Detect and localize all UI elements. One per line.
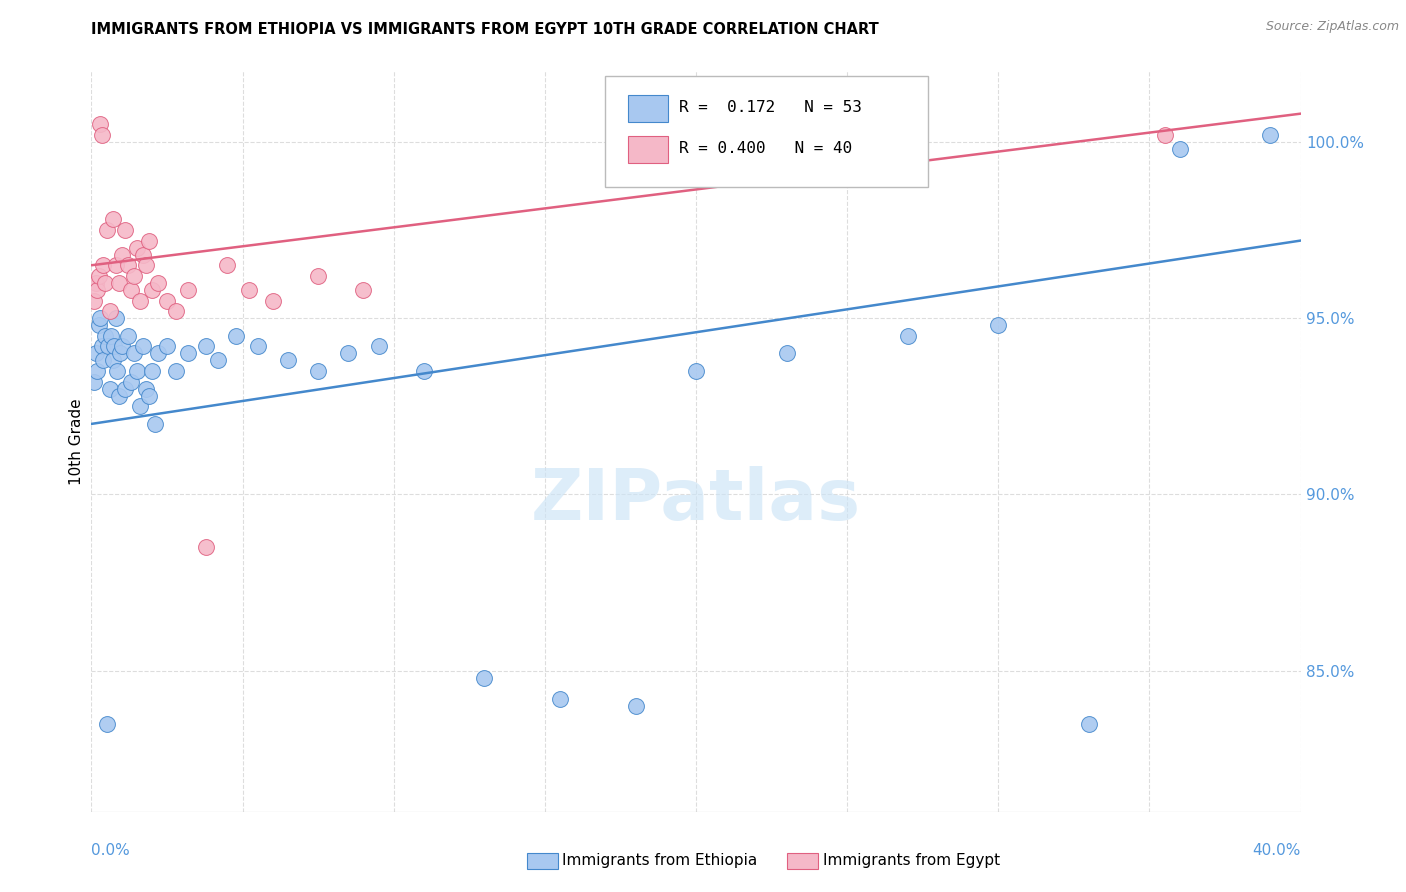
Point <box>97 339 120 353</box>
Point <box>107 389 129 403</box>
Point <box>87 318 110 333</box>
Point <box>337 346 360 360</box>
Text: Immigrants from Egypt: Immigrants from Egypt <box>823 854 1000 868</box>
Point <box>156 293 179 308</box>
Point <box>1153 128 1175 142</box>
Point <box>101 212 124 227</box>
Point <box>108 346 131 360</box>
Text: ZIPatlas: ZIPatlas <box>531 467 860 535</box>
Point <box>138 234 160 248</box>
Point <box>103 339 125 353</box>
Point <box>195 339 218 353</box>
Point <box>117 328 139 343</box>
Point <box>1260 128 1282 142</box>
Point <box>217 258 239 272</box>
Point <box>165 304 187 318</box>
Point <box>307 268 329 283</box>
Point <box>132 248 155 262</box>
Point <box>132 339 155 353</box>
Text: R =  0.172   N = 53: R = 0.172 N = 53 <box>679 100 862 114</box>
Point <box>238 283 260 297</box>
Point <box>84 276 107 290</box>
Point <box>104 311 127 326</box>
Point <box>177 346 200 360</box>
Point <box>225 328 247 343</box>
Point <box>776 346 799 360</box>
Point <box>111 248 132 262</box>
Point <box>472 671 495 685</box>
Point <box>195 541 218 555</box>
Point <box>96 223 118 237</box>
Point <box>624 698 647 713</box>
Point <box>100 328 122 343</box>
Point <box>135 258 157 272</box>
Point <box>146 346 169 360</box>
Point <box>114 382 136 396</box>
Point <box>89 311 111 326</box>
Point <box>98 382 121 396</box>
Point <box>93 258 115 272</box>
Point <box>141 283 163 297</box>
Point <box>987 318 1010 333</box>
Point <box>96 716 118 731</box>
Point <box>413 364 436 378</box>
Point <box>114 223 136 237</box>
Point <box>84 346 107 360</box>
Point <box>86 283 108 297</box>
Text: 0.0%: 0.0% <box>91 843 131 858</box>
Point <box>98 304 121 318</box>
Point <box>87 268 110 283</box>
Point <box>138 389 160 403</box>
Point <box>1078 716 1101 731</box>
Point <box>125 364 148 378</box>
Point <box>122 346 145 360</box>
Text: R = 0.400   N = 40: R = 0.400 N = 40 <box>679 142 852 156</box>
Point <box>897 328 920 343</box>
Text: Source: ZipAtlas.com: Source: ZipAtlas.com <box>1265 20 1399 33</box>
Point <box>177 283 200 297</box>
Point <box>94 328 117 343</box>
Point <box>125 241 148 255</box>
Point <box>1168 142 1191 156</box>
Y-axis label: 10th Grade: 10th Grade <box>69 398 84 485</box>
Point <box>307 364 329 378</box>
Point <box>156 339 179 353</box>
Point <box>83 293 105 308</box>
Point <box>352 283 374 297</box>
Point <box>101 353 124 368</box>
Point <box>548 692 571 706</box>
Point <box>93 353 115 368</box>
Point <box>111 339 132 353</box>
Text: 40.0%: 40.0% <box>1253 843 1301 858</box>
Point <box>128 293 150 308</box>
Point <box>94 276 117 290</box>
Point <box>146 276 169 290</box>
Point <box>89 117 111 131</box>
Text: Immigrants from Ethiopia: Immigrants from Ethiopia <box>562 854 758 868</box>
Point <box>83 375 105 389</box>
Point <box>143 417 166 431</box>
Point <box>141 364 163 378</box>
Point <box>120 375 142 389</box>
Point <box>104 258 127 272</box>
Point <box>128 399 150 413</box>
Point <box>122 268 145 283</box>
Point <box>107 276 129 290</box>
Point <box>120 283 142 297</box>
Point <box>207 353 229 368</box>
Point <box>246 339 269 353</box>
Point <box>685 364 707 378</box>
Point <box>105 364 128 378</box>
Point <box>91 128 114 142</box>
Point <box>367 339 389 353</box>
Point <box>135 382 157 396</box>
Point <box>277 353 299 368</box>
Text: IMMIGRANTS FROM ETHIOPIA VS IMMIGRANTS FROM EGYPT 10TH GRADE CORRELATION CHART: IMMIGRANTS FROM ETHIOPIA VS IMMIGRANTS F… <box>91 22 879 37</box>
Point <box>86 364 108 378</box>
Point <box>165 364 187 378</box>
Point <box>117 258 139 272</box>
Point <box>91 339 114 353</box>
Point <box>262 293 284 308</box>
